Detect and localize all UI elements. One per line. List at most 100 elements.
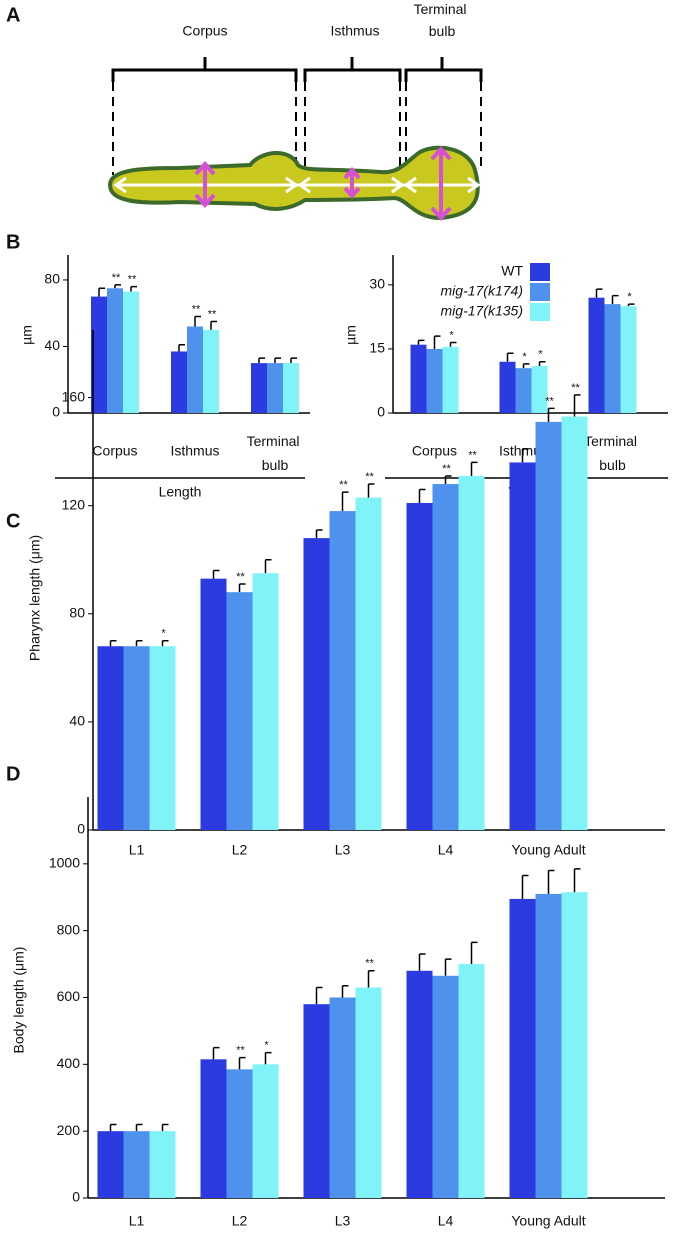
bar — [203, 329, 219, 413]
error-bar — [573, 868, 581, 893]
error-bar — [315, 986, 323, 1005]
bar — [252, 573, 279, 830]
legend-swatch — [530, 263, 550, 281]
x-tick-label: L4 — [438, 1213, 454, 1229]
panel-letter: B — [6, 231, 20, 253]
error-bar — [367, 970, 375, 988]
bar — [355, 497, 382, 830]
bar — [426, 348, 443, 413]
bar — [406, 970, 433, 1198]
bar — [604, 304, 621, 413]
error-bar — [538, 361, 546, 367]
significance: ** — [236, 1045, 245, 1057]
legend-swatch — [530, 303, 550, 321]
significance: * — [538, 349, 543, 361]
bar — [499, 361, 516, 413]
x-tick-label: L3 — [335, 1213, 351, 1229]
bar — [442, 346, 459, 413]
x-tick-label: Terminal bulb — [584, 433, 641, 473]
significance: * — [522, 351, 527, 363]
error-bar — [522, 363, 530, 369]
diagram-label: Isthmus — [330, 23, 379, 39]
error-bar — [212, 569, 220, 579]
bar — [432, 975, 459, 1198]
error-bar — [418, 953, 426, 971]
y-axis-label: Body length (μm) — [11, 947, 27, 1054]
error-bar — [194, 315, 201, 327]
bar — [107, 288, 123, 413]
error-bar — [433, 335, 441, 349]
bar — [251, 363, 267, 413]
y-axis-label: µm — [343, 325, 359, 345]
error-bar — [547, 869, 555, 894]
y-axis-label: Pharynx length (μm) — [27, 535, 43, 661]
y-tick-label: 0 — [52, 404, 60, 420]
error-bar — [521, 874, 529, 899]
error-bar — [290, 357, 297, 364]
y-tick-label: 80 — [69, 604, 85, 620]
bar — [509, 898, 536, 1198]
bar — [303, 1004, 330, 1198]
significance: ** — [208, 308, 217, 320]
y-tick-label: 200 — [57, 1122, 81, 1138]
error-bar — [161, 640, 169, 647]
x-tick-label: Isthmus — [170, 443, 219, 459]
significance: * — [449, 329, 454, 341]
error-bar — [573, 394, 581, 417]
bar — [535, 421, 562, 830]
error-bar — [130, 285, 137, 292]
diagram-label: Terminal bulb — [414, 1, 471, 39]
panel-letter: D — [6, 763, 20, 785]
error-bar — [135, 640, 143, 647]
y-axis-label: µm — [19, 325, 35, 345]
x-tick-label: Young Adult — [511, 842, 585, 858]
bar — [535, 893, 562, 1198]
y-tick-label: 400 — [57, 1055, 81, 1071]
panel-letter: A — [6, 4, 20, 26]
error-bar — [98, 287, 105, 297]
error-bar — [210, 320, 217, 330]
error-bar — [547, 407, 555, 422]
significance: ** — [545, 395, 554, 407]
error-bar — [341, 985, 349, 998]
x-tick-label: L3 — [335, 842, 351, 858]
x-tick-label: Young Adult — [511, 1213, 585, 1229]
y-tick-label: 40 — [44, 337, 60, 353]
legend-label: WT — [501, 263, 523, 279]
y-tick-label: 1000 — [49, 855, 80, 871]
error-bar — [367, 483, 375, 498]
y-tick-label: 80 — [44, 271, 60, 287]
error-bar — [506, 352, 514, 362]
bar — [267, 363, 283, 413]
group-label: Length — [159, 484, 202, 500]
x-tick-label: L1 — [129, 1213, 145, 1229]
bar — [200, 578, 227, 830]
significance: ** — [571, 382, 580, 394]
error-bar — [418, 488, 426, 503]
y-tick-label: 0 — [77, 821, 85, 837]
error-bar — [315, 529, 323, 539]
legend-label: mig-17(k135) — [441, 303, 523, 319]
error-bar — [258, 357, 265, 364]
diagram: A Corpus Isthmus Terminal bulb — [6, 1, 483, 221]
significance: ** — [112, 272, 121, 284]
error-bar — [161, 1123, 169, 1132]
bar — [187, 326, 203, 413]
y-tick-label: 30 — [369, 276, 385, 292]
error-bar — [521, 448, 529, 463]
significance: * — [264, 1040, 269, 1052]
y-tick-label: 120 — [62, 496, 86, 512]
significance: * — [161, 628, 166, 640]
bar — [303, 538, 330, 830]
x-tick-label: Corpus — [412, 443, 457, 459]
error-bar — [274, 357, 281, 364]
bar — [252, 1064, 279, 1198]
length-arrows — [113, 176, 481, 194]
y-tick-label: 600 — [57, 988, 81, 1004]
y-tick-label: 15 — [369, 340, 385, 356]
legend-label: mig-17(k174) — [441, 283, 523, 299]
bar — [531, 366, 548, 413]
x-tick-label: Terminal bulb — [247, 433, 304, 473]
error-bar — [611, 294, 619, 305]
significance: ** — [339, 479, 348, 491]
